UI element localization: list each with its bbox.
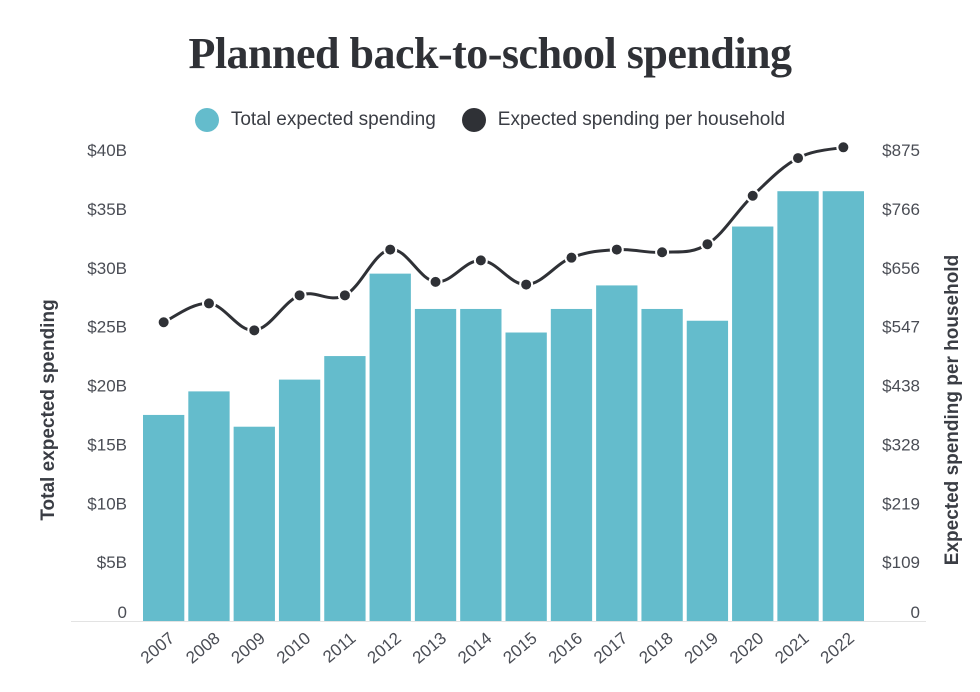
point-2019 [700, 237, 715, 252]
y-ticks-right: 0 $109 $219 $328 $438 $547 $656 $766 $875 [882, 141, 920, 622]
x-tick-2014: 2014 [454, 629, 495, 668]
chart-legend: Total expected spending Expected spendin… [0, 108, 980, 132]
y-tick-right-8: $875 [882, 141, 920, 160]
point-2018 [655, 245, 670, 260]
bar-2008 [188, 391, 230, 621]
bar-2014 [460, 308, 502, 621]
point-2009 [247, 323, 262, 338]
legend-item-household: Expected spending per household [461, 108, 786, 132]
point-2015 [519, 277, 534, 292]
bar-2011 [324, 356, 366, 621]
y-tick-right-5: $547 [882, 318, 920, 337]
points-group [156, 140, 851, 338]
point-2014 [473, 253, 488, 268]
x-tick-2010: 2010 [273, 629, 314, 668]
y-tick-left-5: $25B [87, 318, 127, 337]
y-tick-right-0: 0 [911, 603, 920, 622]
point-2010 [292, 288, 307, 303]
bar-2012 [369, 273, 411, 621]
bar-2018 [641, 308, 683, 621]
y-tick-left-3: $15B [87, 435, 127, 454]
legend-label-household: Expected spending per household [497, 109, 786, 130]
point-2021 [791, 151, 806, 166]
x-tick-2015: 2015 [500, 629, 541, 668]
y-tick-right-7: $766 [882, 200, 920, 219]
bar-2013 [414, 308, 457, 621]
bar-2019 [686, 320, 729, 621]
point-2011 [337, 288, 352, 303]
x-tick-2011: 2011 [319, 629, 359, 667]
y-axis-label-right: Expected spending per household [942, 255, 963, 565]
point-2017 [609, 242, 624, 257]
y-tick-left-8: $40B [87, 141, 127, 160]
bars-group [143, 191, 864, 621]
y-tick-left-6: $30B [87, 259, 127, 278]
legend-label-total: Total expected spending [230, 109, 436, 130]
point-2022 [836, 140, 851, 155]
x-tick-2018: 2018 [635, 629, 676, 668]
bar-2009 [233, 426, 275, 621]
y-tick-right-4: $438 [882, 377, 920, 396]
y-tick-left-1: $5B [97, 553, 127, 572]
point-2007 [156, 315, 171, 330]
household-series-line [162, 145, 845, 332]
bar-2010 [278, 379, 321, 621]
bar-2007 [143, 414, 185, 621]
y-tick-right-6: $656 [882, 259, 920, 278]
x-tick-2022: 2022 [817, 629, 858, 668]
y-ticks-left: 0 $5B $10B $15B $20B $25B $30B $35B $40B [87, 141, 127, 622]
legend-swatch-household [461, 108, 486, 132]
x-tick-2012: 2012 [364, 629, 405, 668]
y-tick-left-0: 0 [118, 603, 127, 622]
x-tick-2016: 2016 [545, 629, 586, 668]
y-tick-right-3: $328 [882, 435, 920, 454]
x-tick-2007: 2007 [137, 629, 178, 668]
y-tick-left-7: $35B [87, 200, 127, 219]
x-tick-2017: 2017 [590, 629, 631, 668]
x-tick-2008: 2008 [182, 629, 223, 668]
x-tick-2021: 2021 [771, 629, 812, 668]
bar-2022 [822, 191, 864, 621]
legend-swatch-total [194, 108, 219, 132]
y-tick-right-2: $219 [882, 494, 920, 513]
x-tick-2009: 2009 [228, 629, 269, 668]
x-tick-2020: 2020 [726, 629, 767, 668]
bar-2017 [596, 285, 638, 621]
bar-2021 [777, 191, 819, 621]
legend-item-total: Total expected spending [194, 108, 436, 132]
y-axis-label-left: Total expected spending [38, 299, 59, 520]
point-2013 [428, 274, 443, 289]
point-2008 [201, 296, 216, 311]
chart-title: Planned back-to-school spending [188, 29, 792, 78]
bar-2016 [550, 308, 593, 621]
point-2020 [745, 188, 760, 203]
y-tick-left-4: $20B [87, 377, 127, 396]
bar-2015 [505, 332, 547, 621]
x-tick-2013: 2013 [409, 629, 450, 668]
x-ticks: 2007 2008 2009 2010 2011 2012 2013 2014 2015 2016… [137, 629, 858, 668]
point-2012 [383, 242, 398, 257]
point-2016 [564, 250, 579, 265]
y-tick-left-2: $10B [87, 494, 127, 513]
x-tick-2019: 2019 [681, 629, 722, 668]
bar-2020 [732, 226, 774, 621]
y-tick-right-1: $109 [882, 553, 920, 572]
